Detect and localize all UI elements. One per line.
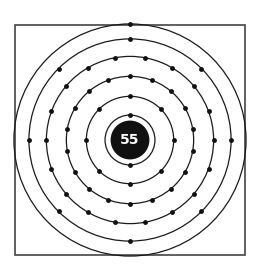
Circle shape	[111, 121, 149, 159]
Text: 55: 55	[120, 133, 140, 147]
